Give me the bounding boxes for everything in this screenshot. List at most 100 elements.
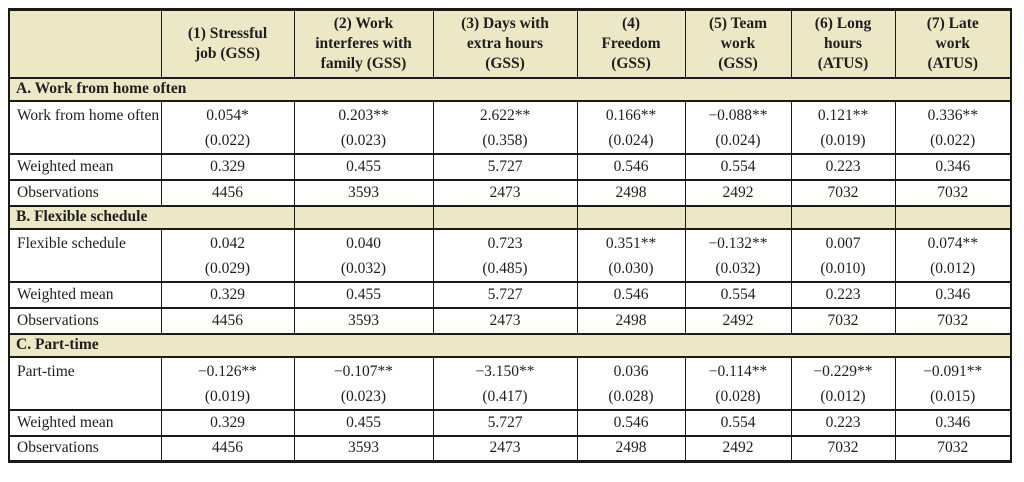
column-header-5: (5) Team work (GSS) <box>684 9 791 78</box>
standard-error-value: (0.029) <box>204 259 251 277</box>
section-b-title: B. Flexible schedule <box>9 205 294 229</box>
weighted-mean-value: 0.546 <box>576 281 685 308</box>
observations-value: 2473 <box>432 435 577 462</box>
weighted-mean-value: 0.223 <box>790 153 895 180</box>
coefficient-value: 0.166** <box>605 106 657 124</box>
band-empty-cell <box>684 205 791 229</box>
coefficient-value: 0.203** <box>338 106 389 124</box>
standard-error-value: (0.010) <box>820 259 866 277</box>
weighted-mean-value: 0.455 <box>293 153 433 180</box>
observations-value: 3593 <box>293 179 433 206</box>
coef-cell: −3.150** (0.417) <box>432 356 577 410</box>
weighted-mean-value: 0.329 <box>160 153 294 180</box>
observations-value: 2498 <box>576 307 685 334</box>
column-header-2: (2) Work interferes with family (GSS) <box>293 9 433 78</box>
coefficient-value: 0.040 <box>346 234 381 252</box>
coefficient-value: 0.007 <box>825 234 861 252</box>
row-label: Weighted mean <box>17 413 114 431</box>
row-label: Observations <box>17 311 99 329</box>
observations-value: 2492 <box>684 179 791 206</box>
coefficient-value: 0.351** <box>605 234 657 252</box>
observations-value: 2473 <box>432 307 577 334</box>
variable-label: Flexible schedule <box>17 234 126 252</box>
standard-error-value: (0.019) <box>204 387 251 405</box>
variable-label-cell: Part-time <box>9 357 161 410</box>
section-b-estimate-row: Flexible schedule 0.042 (0.029) 0.040 (0… <box>9 228 1011 282</box>
standard-error-value: (0.032) <box>340 259 387 277</box>
coefficient-value: −0.229** <box>813 362 873 380</box>
observations-value: 7032 <box>894 307 1011 334</box>
band-empty-cell <box>293 205 433 229</box>
section-a-observations-row: Observations 4456 3593 2473 2498 2492 70… <box>9 179 1011 206</box>
band-empty-cell <box>576 205 685 229</box>
standard-error-value: (0.012) <box>820 387 866 405</box>
weighted-mean-value: 0.554 <box>684 281 791 308</box>
coefficient-value: −3.150** <box>475 362 535 380</box>
coefficient-value: −0.114** <box>708 362 768 380</box>
band-empty-cell <box>790 205 895 229</box>
standard-error-value: (0.358) <box>482 131 528 149</box>
variable-label: Work from home often <box>17 106 160 124</box>
coef-cell: 0.054* (0.022) <box>160 100 294 154</box>
observations-value: 2473 <box>432 179 577 206</box>
weighted-mean-value: 0.546 <box>576 409 685 436</box>
section-c-title: C. Part-time <box>9 333 1011 357</box>
observations-value: 7032 <box>894 179 1011 206</box>
section-a-band: A. Work from home often <box>9 77 1011 101</box>
column-header-6: (6) Long hours (ATUS) <box>790 9 895 78</box>
row-label: Observations <box>17 439 99 457</box>
standard-error-value: (0.015) <box>930 387 976 405</box>
coefficient-value: −0.107** <box>333 362 394 380</box>
section-a-title: A. Work from home often <box>9 77 1011 101</box>
observations-value: 2498 <box>576 179 685 206</box>
section-a-weighted-mean-row: Weighted mean 0.329 0.455 5.727 0.546 0.… <box>9 153 1011 180</box>
coefficient-value: −0.091** <box>923 362 983 380</box>
observations-value: 7032 <box>790 179 895 206</box>
coefficient-value: 0.042 <box>210 234 245 252</box>
coef-cell: −0.126** (0.019) <box>160 356 294 410</box>
standard-error-value: (0.019) <box>820 131 866 149</box>
weighted-mean-value: 0.554 <box>684 153 791 180</box>
coef-cell: 0.203** (0.023) <box>293 100 433 154</box>
weighted-mean-value: 5.727 <box>432 153 577 180</box>
row-label: Observations <box>17 183 99 201</box>
coef-cell: 0.007 (0.010) <box>790 228 895 282</box>
header-corner-cell <box>9 9 161 78</box>
observations-value: 2492 <box>684 435 791 462</box>
weighted-mean-value: 5.727 <box>432 409 577 436</box>
weighted-mean-value: 0.223 <box>790 281 895 308</box>
band-empty-cell <box>432 205 577 229</box>
coef-cell: −0.132** (0.032) <box>684 228 791 282</box>
section-c-weighted-mean-row: Weighted mean 0.329 0.455 5.727 0.546 0.… <box>9 409 1011 436</box>
coef-cell: −0.088** (0.024) <box>684 100 791 154</box>
variable-label-cell: Flexible schedule <box>9 229 161 282</box>
coefficient-value: −0.132** <box>708 234 768 252</box>
column-header-3: (3) Days with extra hours (GSS) <box>432 9 577 78</box>
coef-cell: −0.229** (0.012) <box>790 356 895 410</box>
section-a-estimate-row: Work from home often 0.054* (0.022) 0.20… <box>9 100 1011 154</box>
standard-error-value: (0.028) <box>715 387 761 405</box>
coef-cell: 0.121** (0.019) <box>790 100 895 154</box>
standard-error-value: (0.030) <box>608 259 654 277</box>
coef-cell: −0.114** (0.028) <box>684 356 791 410</box>
coefficient-value: 0.336** <box>927 106 978 124</box>
standard-error-value: (0.417) <box>482 387 528 405</box>
band-empty-cell <box>894 205 1011 229</box>
observations-value: 2492 <box>684 307 791 334</box>
section-c-band: C. Part-time <box>9 333 1011 357</box>
weighted-mean-value: 5.727 <box>432 281 577 308</box>
coef-cell: 2.622** (0.358) <box>432 100 577 154</box>
weighted-mean-value: 0.346 <box>894 281 1011 308</box>
coefficient-value: −0.126** <box>197 362 258 380</box>
weighted-mean-value: 0.346 <box>894 409 1011 436</box>
coef-cell: −0.091** (0.015) <box>894 356 1011 410</box>
observations-value: 4456 <box>160 435 294 462</box>
standard-error-value: (0.485) <box>482 259 528 277</box>
column-header-4: (4) Freedom (GSS) <box>576 9 685 78</box>
standard-error-value: (0.032) <box>715 259 761 277</box>
standard-error-value: (0.024) <box>608 131 654 149</box>
section-b-weighted-mean-row: Weighted mean 0.329 0.455 5.727 0.546 0.… <box>9 281 1011 308</box>
coefficient-value: 2.622** <box>479 106 531 124</box>
coefficient-value: 0.723 <box>487 234 523 252</box>
